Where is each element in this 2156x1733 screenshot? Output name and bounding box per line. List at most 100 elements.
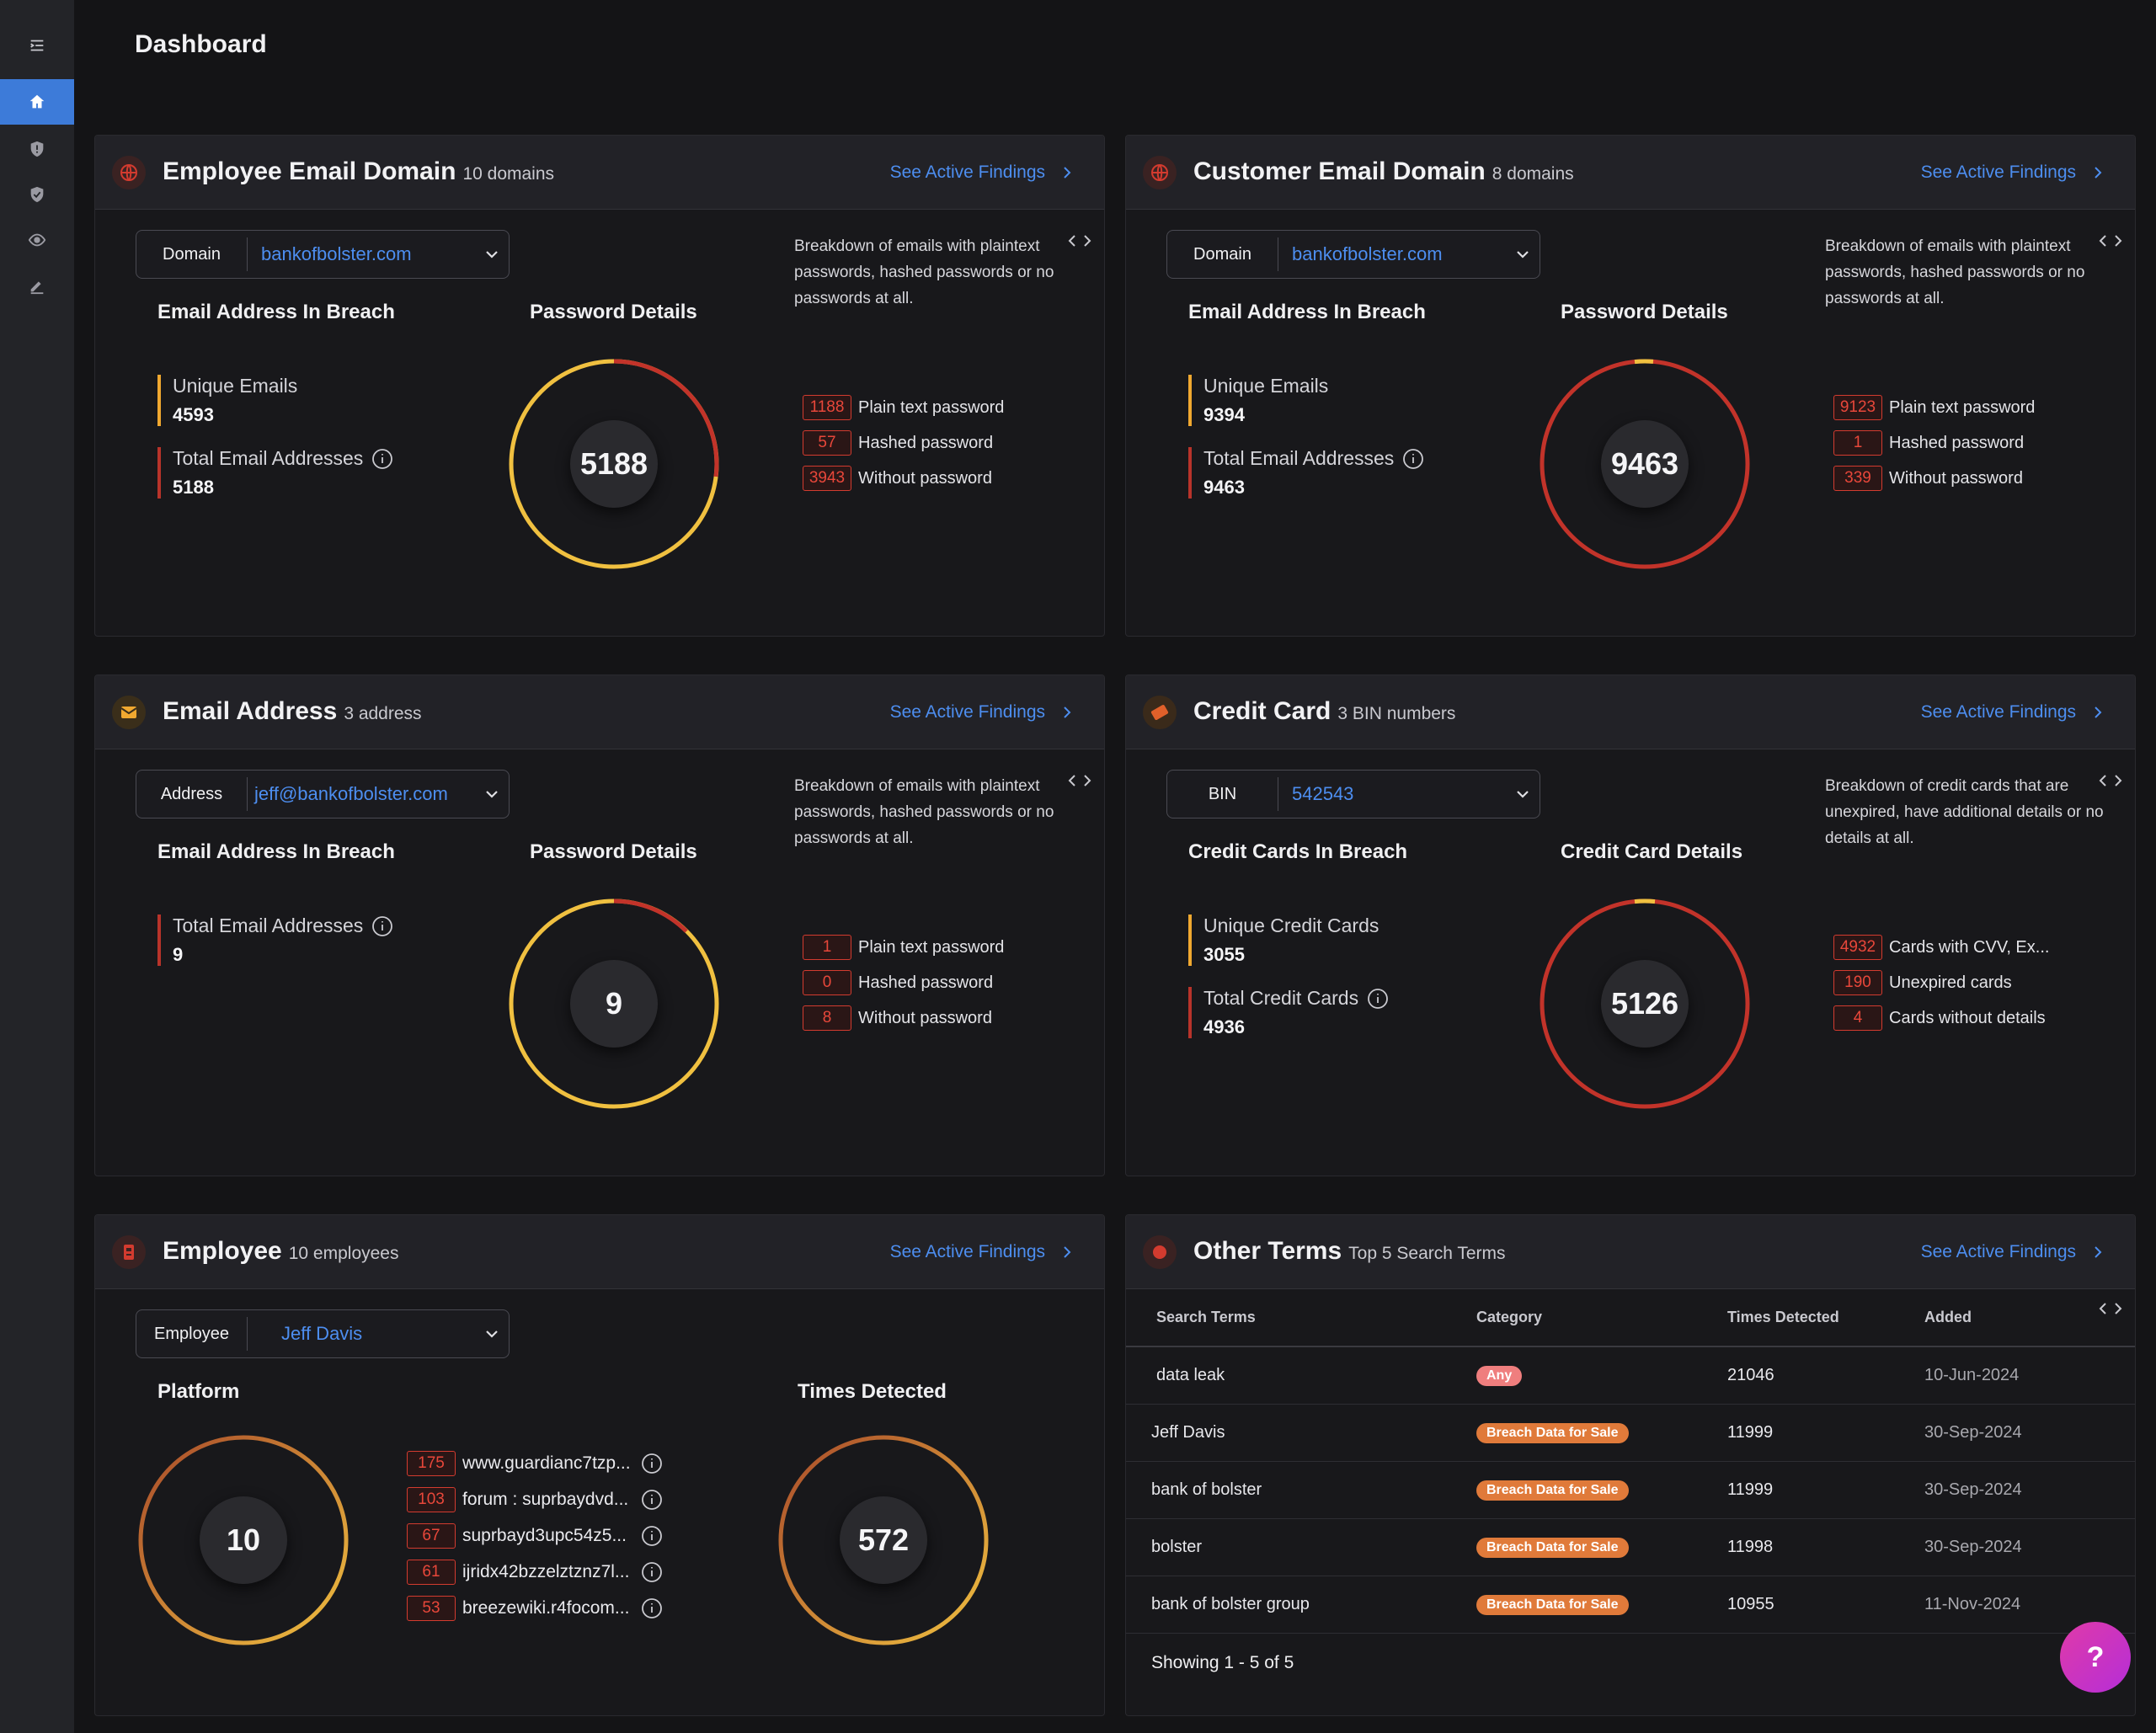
stat-total-emails: Total Email Addresses 5188 — [157, 447, 393, 499]
mail-icon — [112, 696, 146, 729]
table-row[interactable]: bank of bolster Breach Data for Sale 119… — [1126, 1461, 2135, 1519]
menu-toggle-icon[interactable] — [0, 23, 74, 68]
eye-icon[interactable] — [0, 217, 74, 263]
expand-icon[interactable] — [2098, 771, 2123, 790]
info-icon[interactable] — [641, 1453, 663, 1474]
page-title: Dashboard — [135, 30, 267, 58]
edit-icon[interactable] — [0, 263, 74, 308]
card-header: Customer Email Domain 8 domains See Activ… — [1126, 136, 2135, 210]
table-row[interactable]: bolster Breach Data for Sale 11998 30-Se… — [1126, 1518, 2135, 1576]
selector-value: jeff@bankofbolster.com — [254, 783, 448, 804]
info-icon[interactable] — [371, 448, 393, 470]
selector-label: Employee — [136, 1317, 248, 1351]
credit-card-icon — [1143, 696, 1177, 729]
card-header: Other Terms Top 5 Search Terms See Active… — [1126, 1215, 2135, 1289]
breakdown-text: Breakdown of emails with plaintext passw… — [1825, 237, 2085, 307]
info-icon[interactable] — [641, 1525, 663, 1547]
breakdown-row: 4 Cards without details — [1833, 1005, 2046, 1031]
section-title: Password Details — [1561, 301, 1728, 323]
platform-row: 67 suprbayd3upc54z5... — [407, 1523, 663, 1549]
bin-selector[interactable]: BIN 542543 — [1166, 770, 1540, 819]
platform-row: 175 www.guardianc7tzp... — [407, 1451, 663, 1476]
card-subtitle: 10 employees — [288, 1244, 399, 1263]
stat-unique-emails: Unique Emails 4593 — [157, 375, 297, 426]
address-selector[interactable]: Address jeff@bankofbolster.com — [136, 770, 510, 819]
see-active-findings-link[interactable]: See Active Findings — [1921, 163, 2105, 183]
chevron-down-icon — [1506, 787, 1540, 802]
column-header[interactable]: Search Terms — [1126, 1289, 1476, 1347]
section-title: Password Details — [530, 840, 697, 863]
domain-selector[interactable]: Domain bankofbolster.com — [1166, 230, 1540, 279]
password-donut: 9 — [504, 894, 723, 1113]
credit-card-card: Credit Card 3 BIN numbers See Active Find… — [1125, 675, 2136, 1176]
donut-value: 10 — [200, 1496, 287, 1584]
employee-selector[interactable]: Employee Jeff Davis — [136, 1309, 510, 1358]
expand-icon[interactable] — [2098, 232, 2123, 250]
chevron-down-icon — [475, 787, 509, 802]
section-title: Times Detected — [798, 1380, 947, 1403]
breakdown-row: 57 Hashed password — [803, 430, 993, 456]
password-donut: 9463 — [1535, 355, 1754, 573]
platform-row: 103 forum : suprbaydvd... — [407, 1487, 663, 1512]
card-title: Credit Card 3 BIN numbers — [1193, 697, 1456, 725]
chevron-right-icon — [2095, 1246, 2102, 1258]
platform-row: 61 ijridx42bzzelztznz7l... — [407, 1560, 663, 1585]
selector-label: Domain — [1167, 237, 1278, 271]
section-title: Credit Card Details — [1561, 840, 1743, 863]
breakdown-row: 9123 Plain text password — [1833, 395, 2035, 420]
home-icon[interactable] — [0, 79, 74, 125]
shield-check-icon[interactable] — [0, 172, 74, 217]
card-header: Email Address 3 address See Active Findin… — [95, 675, 1104, 749]
breakdown-row: 3943 Without password — [803, 466, 992, 491]
table-row[interactable]: Jeff Davis Breach Data for Sale 11999 30… — [1126, 1404, 2135, 1462]
card-subtitle: 10 domains — [462, 164, 555, 184]
category-badge: Breach Data for Sale — [1476, 1422, 1629, 1443]
breakdown-row: 1 Plain text password — [803, 935, 1004, 960]
info-icon[interactable] — [371, 915, 393, 937]
chevron-down-icon — [1506, 247, 1540, 262]
section-title: Credit Cards In Breach — [1188, 840, 1408, 863]
card-subtitle: 3 address — [344, 704, 422, 723]
search-term-icon — [1143, 1235, 1177, 1269]
pagination-info: Showing 1 - 5 of 5 — [1151, 1653, 1294, 1672]
platform-row: 53 breezewiki.r4focom... — [407, 1596, 663, 1621]
column-header[interactable]: Times Detected — [1727, 1289, 1924, 1347]
see-active-findings-link[interactable]: See Active Findings — [890, 1242, 1074, 1262]
selector-label: BIN — [1167, 777, 1278, 811]
breakdown-row: 339 Without password — [1833, 466, 2023, 491]
info-icon[interactable] — [641, 1597, 663, 1619]
table-header-row: Search Terms Category Times Detected Add… — [1126, 1289, 2135, 1347]
expand-icon[interactable] — [1067, 232, 1092, 250]
section-title: Password Details — [530, 301, 697, 323]
see-active-findings-link[interactable]: See Active Findings — [1921, 702, 2105, 723]
table-row[interactable]: bank of bolster group Breach Data for Sa… — [1126, 1576, 2135, 1634]
domain-selector[interactable]: Domain bankofbolster.com — [136, 230, 510, 279]
see-active-findings-link[interactable]: See Active Findings — [890, 163, 1074, 183]
see-active-findings-link[interactable]: See Active Findings — [890, 702, 1074, 723]
category-badge: Breach Data for Sale — [1476, 1480, 1629, 1501]
info-icon[interactable] — [641, 1489, 663, 1511]
chevron-right-icon — [2095, 707, 2102, 718]
expand-icon[interactable] — [1067, 771, 1092, 790]
column-header[interactable]: Added — [1924, 1289, 2135, 1347]
donut-value: 9463 — [1601, 420, 1689, 508]
help-button[interactable]: ? — [2060, 1622, 2131, 1693]
selector-value: Jeff Davis — [281, 1323, 363, 1344]
breakdown-row: 8 Without password — [803, 1005, 992, 1031]
table-row[interactable]: data leak Any 21046 10-Jun-2024 — [1126, 1346, 2135, 1405]
info-icon[interactable] — [1367, 988, 1389, 1010]
card-title: Customer Email Domain 8 domains — [1193, 157, 1574, 185]
info-icon[interactable] — [1402, 448, 1424, 470]
info-icon[interactable] — [641, 1561, 663, 1583]
shield-alert-icon[interactable] — [0, 126, 74, 172]
selector-value: 542543 — [1292, 783, 1354, 804]
chevron-down-icon — [475, 247, 509, 262]
breakdown-row: 0 Hashed password — [803, 970, 993, 995]
selector-label: Address — [136, 777, 248, 811]
card-subtitle: Top 5 Search Terms — [1348, 1244, 1506, 1263]
see-active-findings-link[interactable]: See Active Findings — [1921, 1242, 2105, 1262]
column-header[interactable]: Category — [1476, 1289, 1727, 1347]
category-badge: Breach Data for Sale — [1476, 1537, 1629, 1558]
section-title: Platform — [157, 1380, 240, 1403]
stat-unique-cards: Unique Credit Cards 3055 — [1188, 914, 1379, 966]
